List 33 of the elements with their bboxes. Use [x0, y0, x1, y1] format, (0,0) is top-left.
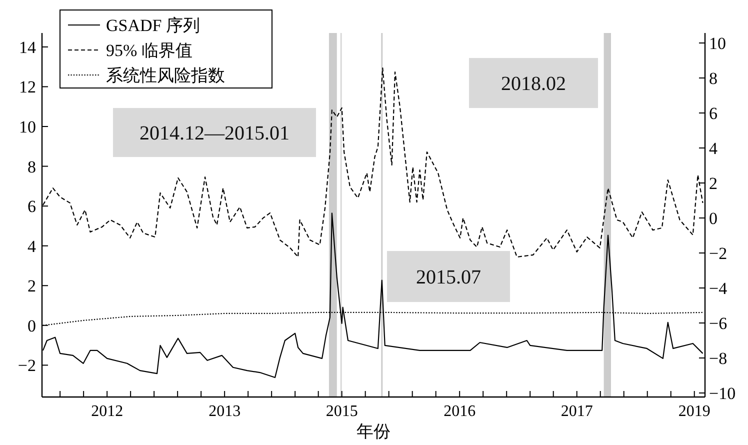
y-tick-label: 0 — [28, 316, 36, 336]
y-tick-label: 10 — [19, 117, 36, 136]
y2-tick-label: −10 — [709, 384, 736, 403]
x-axis-title: 年份 — [356, 422, 390, 441]
y-tick-label: 6 — [28, 197, 36, 216]
y-tick-label: 8 — [28, 157, 36, 176]
y2-tick-label: −2 — [709, 244, 728, 263]
x-tick-label: 2012 — [91, 403, 124, 420]
legend-label: 系统性风险指数 — [106, 66, 225, 85]
y2-tick-label: 4 — [709, 138, 718, 158]
x-tick-label: 2015 — [326, 403, 358, 420]
y-tick-label: 2 — [28, 276, 36, 296]
legend-label: GSADF 序列 — [106, 16, 200, 35]
y-tick-label: 4 — [28, 236, 36, 256]
y2-tick-label: −6 — [709, 314, 728, 333]
y2-tick-label: 6 — [709, 104, 718, 123]
legend-label: 95% 临界值 — [106, 41, 192, 60]
x-tick-label: 2013 — [208, 403, 241, 420]
x-tick-label: 2016 — [444, 403, 476, 420]
y-tick-label: 12 — [19, 78, 36, 97]
y2-tick-label: −4 — [709, 278, 728, 298]
y-tick-label: 14 — [19, 38, 36, 57]
y2-tick-label: 10 — [709, 34, 726, 53]
y2-tick-label: −8 — [709, 348, 728, 368]
y-tick-label: −2 — [18, 356, 36, 376]
annotation: 2018.02 — [501, 73, 566, 95]
annotation: 2015.07 — [416, 266, 481, 288]
y2-tick-label: 8 — [709, 68, 718, 88]
y2-tick-label: 2 — [709, 174, 718, 193]
x-tick-label: 2017 — [560, 403, 593, 420]
annotation: 2014.12—2015.01 — [140, 122, 290, 144]
x-tick-label: 2019 — [678, 403, 710, 420]
y2-tick-label: 0 — [709, 208, 718, 228]
